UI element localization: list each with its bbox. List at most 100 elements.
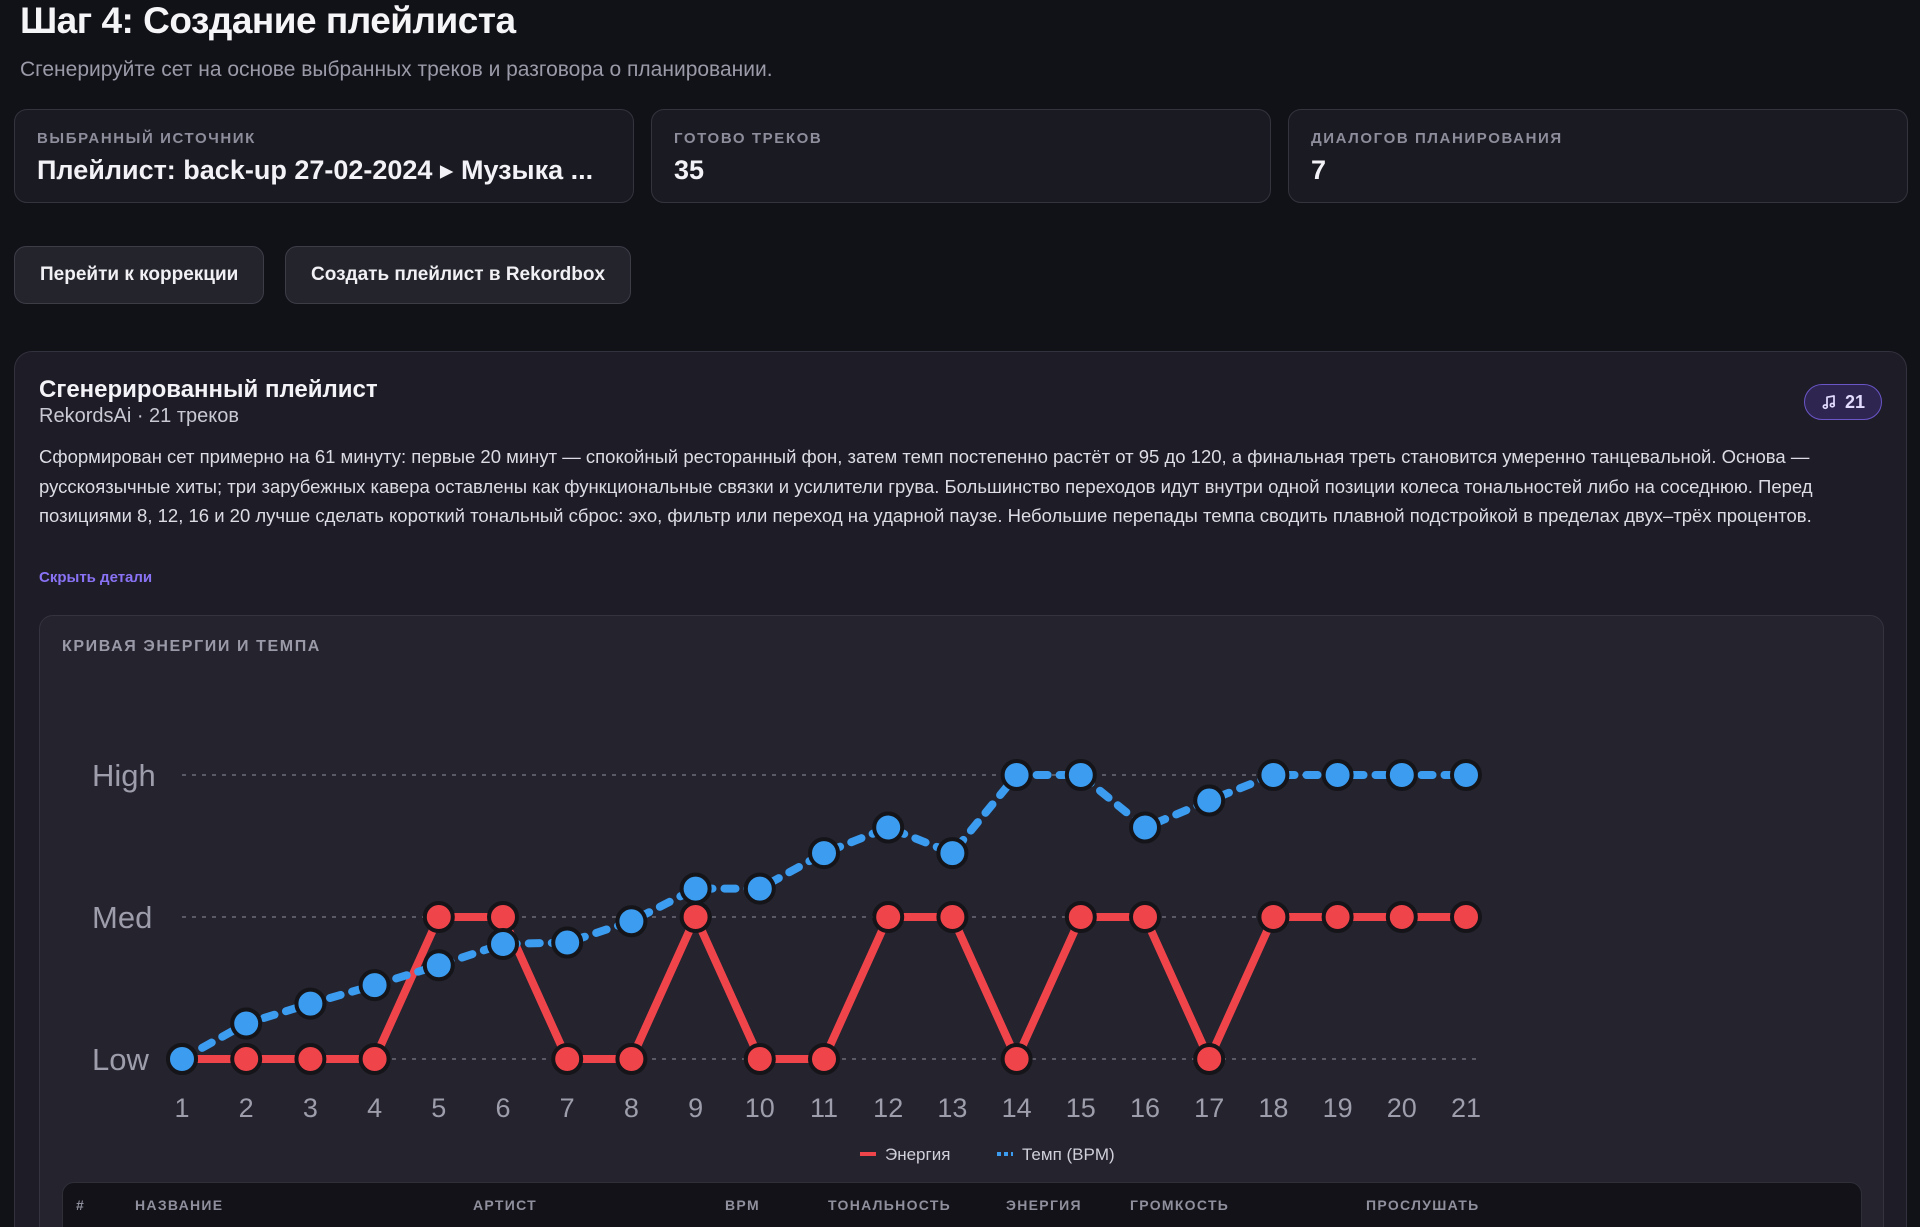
energy-data-point — [1321, 901, 1354, 933]
tempo-data-point — [872, 811, 905, 844]
x-tick-label: 17 — [1194, 1093, 1224, 1123]
tempo-data-point — [358, 969, 391, 1002]
tempo-data-point — [230, 1007, 263, 1040]
x-tick-label: 2 — [239, 1093, 254, 1123]
y-tick-label: High — [92, 758, 156, 793]
go-to-correction-button[interactable]: Перейти к коррекции — [14, 246, 265, 304]
stat-label: ДИАЛОГОВ ПЛАНИРОВАНИЯ — [1311, 130, 1563, 147]
chart-title: КРИВАЯ ЭНЕРГИИ И ТЕМПА — [62, 638, 321, 655]
x-tick-label: 18 — [1258, 1093, 1288, 1123]
legend-tempo-label: Темп (BPM) — [1022, 1145, 1115, 1164]
stat-card-ready-tracks: ГОТОВО ТРЕКОВ 35 — [651, 109, 1271, 203]
page-subtitle: Сгенерируйте сет на основе выбранных тре… — [20, 58, 773, 81]
y-tick-label: Low — [92, 1042, 149, 1077]
energy-data-point — [487, 901, 519, 933]
x-tick-label: 11 — [810, 1093, 838, 1123]
column-artist[interactable]: АРТИСТ — [473, 1197, 537, 1213]
column-title[interactable]: НАЗВАНИЕ — [135, 1197, 224, 1213]
energy-data-point — [936, 901, 969, 933]
badge-count: 21 — [1844, 391, 1865, 412]
panel-title: Сгенерированный плейлист — [39, 376, 378, 403]
column-listen: ПРОСЛУШАТЬ — [1366, 1197, 1480, 1213]
track-count-badge: 21 — [1803, 384, 1882, 420]
y-tick-label: Med — [92, 900, 152, 935]
x-tick-label: 16 — [1130, 1093, 1160, 1123]
tempo-data-point — [422, 949, 455, 982]
tempo-data-point — [1193, 784, 1226, 817]
tempo-data-point — [615, 905, 648, 938]
tempo-data-point — [294, 987, 327, 1020]
tempo-data-point — [679, 872, 712, 905]
energy-data-point — [1257, 901, 1290, 933]
stat-label: ГОТОВО ТРЕКОВ — [674, 130, 823, 147]
create-rekordbox-playlist-button[interactable]: Создать плейлист в Rekordbox — [285, 246, 632, 304]
energy-data-point — [615, 1043, 648, 1075]
x-tick-label: 6 — [495, 1093, 510, 1123]
page-title: Шаг 4: Создание плейлиста — [20, 0, 516, 41]
energy-data-point — [294, 1043, 327, 1075]
tempo-data-point — [1450, 759, 1482, 791]
stat-value: 7 — [1311, 155, 1327, 185]
x-tick-label: 8 — [624, 1093, 639, 1123]
energy-data-point — [422, 901, 455, 933]
tempo-series-line — [178, 771, 1470, 1063]
tempo-data-point — [743, 872, 776, 905]
energy-data-point — [872, 901, 905, 933]
x-tick-label: 13 — [937, 1093, 967, 1123]
column-bpm[interactable]: BPM — [725, 1197, 761, 1213]
playlist-description: Сформирован сет примерно на 61 минуту: п… — [39, 446, 1813, 526]
energy-data-point — [1193, 1043, 1226, 1075]
x-tick-label: 21 — [1451, 1093, 1481, 1123]
tempo-data-point — [487, 927, 519, 960]
tempo-data-point — [1321, 759, 1354, 791]
music-note-icon — [1821, 394, 1837, 410]
generated-playlist-panel: Сгенерированный плейлист RekordsAi · 21 … — [14, 351, 1907, 1227]
stat-value: Плейлист: back-up 27-02-2024 ▸ Музыка ..… — [37, 155, 594, 185]
energy-data-point — [1385, 901, 1418, 933]
x-tick-label: 19 — [1323, 1093, 1353, 1123]
tempo-data-point — [936, 837, 969, 870]
tempo-data-point — [166, 1043, 198, 1075]
tempo-data-point — [1385, 759, 1418, 791]
tempo-data-point — [1064, 759, 1097, 791]
energy-data-point — [679, 901, 712, 933]
energy-data-point — [743, 1043, 776, 1075]
column-key[interactable]: ТОНАЛЬНОСТЬ — [828, 1197, 952, 1213]
energy-data-point — [551, 1043, 584, 1075]
x-tick-label: 9 — [688, 1093, 703, 1123]
stat-card-planning-dialogs: ДИАЛОГОВ ПЛАНИРОВАНИЯ 7 — [1288, 109, 1908, 203]
panel-meta: RekordsAi · 21 треков — [39, 405, 239, 427]
column-energy[interactable]: ЭНЕРГИЯ — [1006, 1197, 1082, 1213]
tempo-data-point — [1129, 811, 1161, 844]
energy-data-point — [358, 1043, 391, 1075]
tempo-data-point — [551, 926, 584, 959]
x-tick-label: 4 — [367, 1093, 382, 1123]
x-tick-label: 15 — [1066, 1093, 1096, 1123]
x-tick-label: 5 — [431, 1093, 446, 1123]
energy-data-point — [1000, 1043, 1033, 1075]
energy-data-point — [808, 1043, 840, 1075]
stat-label: ВЫБРАННЫЙ ИСТОЧНИК — [37, 130, 256, 147]
x-tick-label: 10 — [745, 1093, 775, 1123]
energy-data-point — [1064, 901, 1097, 933]
column-loudness[interactable]: ГРОМКОСТЬ — [1130, 1197, 1230, 1213]
energy-data-point — [230, 1043, 263, 1075]
energy-data-point — [1450, 901, 1482, 933]
tempo-data-point — [1000, 759, 1033, 791]
x-tick-label: 14 — [1002, 1093, 1032, 1123]
stat-card-source: ВЫБРАННЫЙ ИСТОЧНИК Плейлист: back-up 27-… — [14, 109, 634, 203]
x-tick-label: 7 — [560, 1093, 575, 1123]
x-tick-label: 20 — [1387, 1093, 1417, 1123]
legend-energy-label: Энергия — [885, 1145, 950, 1164]
x-tick-label: 3 — [303, 1093, 318, 1123]
tempo-data-point — [808, 837, 840, 870]
tracks-table-header: # НАЗВАНИЕ АРТИСТ BPM ТОНАЛЬНОСТЬ ЭНЕРГИ… — [62, 1182, 1862, 1227]
tempo-data-point — [1257, 759, 1290, 791]
energy-tempo-chart-card: Low Med High 1 2 3 4 5 6 7 8 9 10 11 12 13 14 15 16 17 18 19 2… — [39, 615, 1884, 1227]
x-tick-label: 1 — [174, 1093, 189, 1123]
energy-data-point — [1129, 901, 1161, 933]
column-number: # — [76, 1197, 86, 1213]
hide-details-link[interactable]: Скрыть детали — [39, 569, 153, 586]
